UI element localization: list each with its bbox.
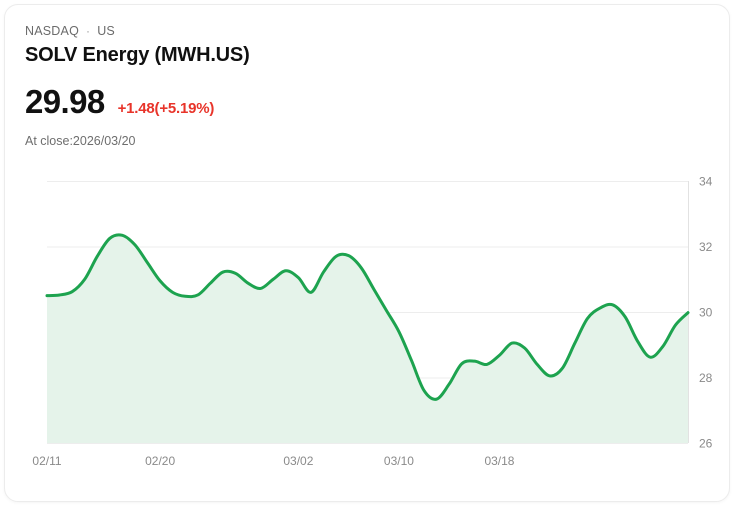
stock-quote-card: NASDAQ · US SOLV Energy (MWH.US) 29.98 +…: [4, 4, 730, 502]
x-axis-tick-label: 02/11: [32, 454, 61, 468]
exchange-label: NASDAQ: [25, 24, 79, 38]
price-line: [45, 233, 690, 401]
price-row: 29.98 +1.48(+5.19%): [25, 83, 625, 121]
y-axis-tick-label: 34: [699, 175, 713, 189]
x-axis-tick-label: 03/18: [484, 454, 514, 468]
price-change: +1.48(+5.19%): [117, 100, 215, 117]
quote-header: NASDAQ · US SOLV Energy (MWH.US) 29.98 +…: [25, 23, 625, 149]
last-price: 29.98: [25, 83, 105, 120]
exchange-row: NASDAQ · US: [25, 23, 625, 39]
y-axis-tick-label: 28: [699, 371, 713, 385]
page-title: SOLV Energy (MWH.US): [25, 44, 250, 66]
separator-dot: ·: [86, 24, 91, 38]
y-axis-tick-label: 32: [699, 240, 713, 254]
chart-canvas[interactable]: 26 28 30 32 34 02/11 02/20 03/02 03/10 03/18: [5, 165, 730, 475]
price-chart[interactable]: 26 28 30 32 34 02/11 02/20 03/02 03/10 03/18: [5, 165, 730, 475]
market-status: At close:2026/03/20: [25, 134, 136, 148]
y-axis-tick-label: 26: [699, 437, 713, 451]
price-area-fill: [47, 234, 688, 443]
y-axis-tick-label: 30: [699, 306, 713, 320]
x-axis-tick-label: 03/02: [283, 454, 313, 468]
x-axis-tick-label: 03/10: [384, 454, 414, 468]
x-axis-tick-label: 02/20: [145, 454, 175, 468]
region-label: US: [97, 24, 115, 38]
